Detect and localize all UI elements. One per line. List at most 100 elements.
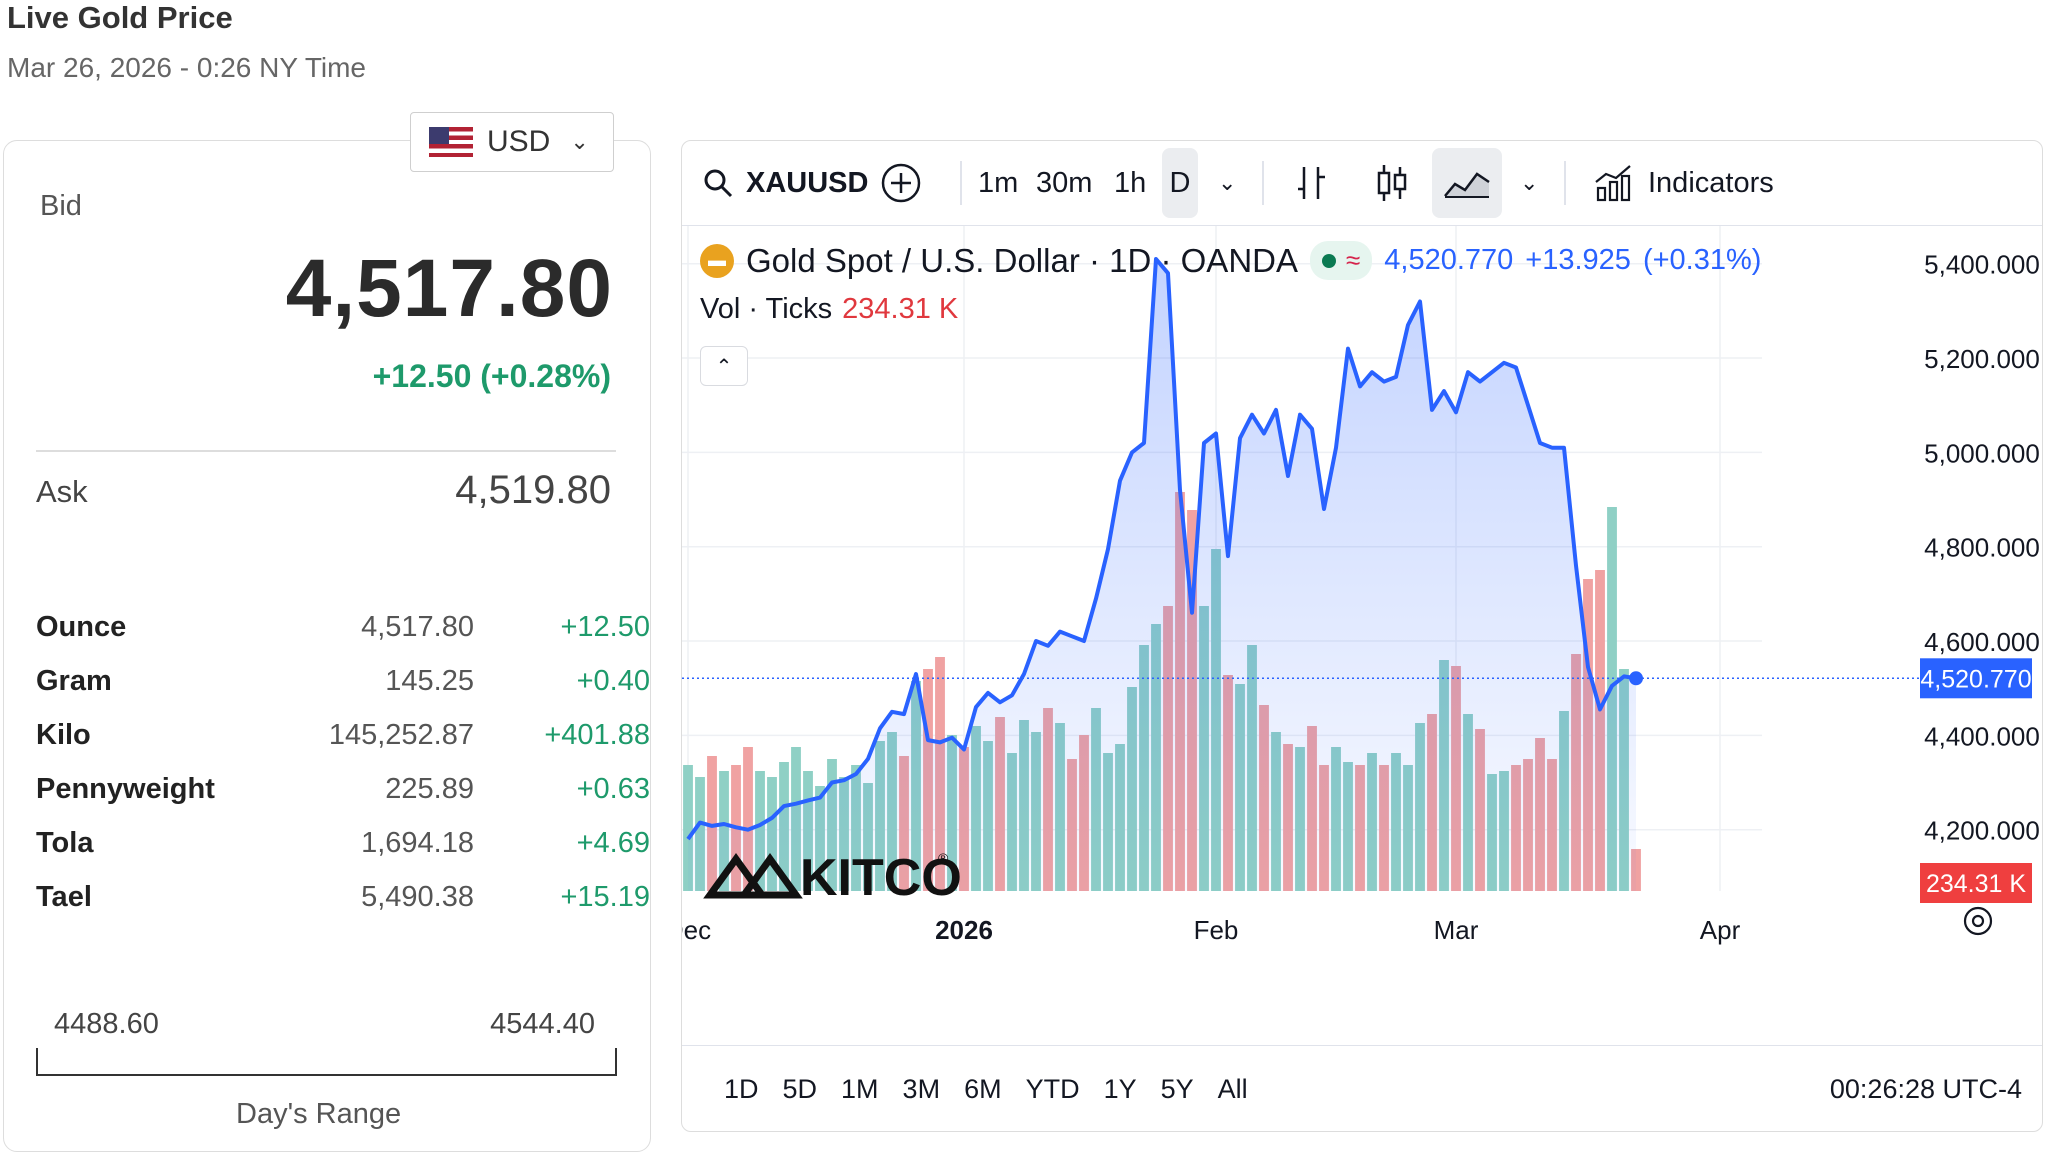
settings-icon-ring: [1963, 906, 1993, 936]
table-row: Pennyweight 225.89 +0.63: [36, 762, 650, 816]
currency-label: USD: [487, 125, 551, 158]
range-ytd[interactable]: YTD: [1025, 1073, 1080, 1104]
table-row: Gram 145.25 +0.40: [36, 654, 650, 708]
y-tick-label: 4,800.000: [1924, 533, 2040, 563]
day-range-bar: [36, 1048, 617, 1076]
unit-price: 225.89: [385, 772, 474, 805]
bid-label: Bid: [40, 190, 82, 222]
range-all[interactable]: All: [1217, 1073, 1248, 1104]
x-tick-label: Mar: [1434, 915, 1479, 945]
unit-change: +15.19: [560, 880, 650, 913]
indicators-icon: [1595, 165, 1631, 202]
us-flag-icon: [429, 127, 473, 157]
quote-panel: [3, 140, 651, 1152]
unit-name: Pennyweight: [36, 772, 215, 805]
bars-icon: [1298, 167, 1325, 199]
volume-legend: Vol · Ticks 234.31 K: [700, 293, 958, 326]
svg-text:®: ®: [938, 850, 949, 866]
interval-30m[interactable]: 30m: [1036, 166, 1093, 199]
units-table: Ounce 4,517.80 +12.50 Gram 145.25 +0.40 …: [36, 600, 650, 924]
range-3m[interactable]: 3M: [902, 1073, 941, 1104]
last-price-tag-label: 4,520.770: [1920, 665, 2031, 693]
price-line: [686, 257, 1637, 841]
settings-icon: [1963, 906, 1993, 936]
day-range-high: 4544.40: [490, 1008, 595, 1040]
chart-legend: ▬ Gold Spot / U.S. Dollar · 1D · OANDA ≈…: [700, 241, 1761, 280]
symbol-search[interactable]: XAUUSD: [702, 141, 868, 225]
table-row: Ounce 4,517.80 +12.50: [36, 600, 650, 654]
last-volume-tag: [1920, 863, 2032, 903]
y-tick-label: 4,400.000: [1924, 721, 2040, 751]
range-5y[interactable]: 5Y: [1160, 1073, 1194, 1104]
last-price-dot: [1629, 671, 1643, 686]
bar-style-button[interactable]: [1294, 141, 1330, 225]
unit-name: Tola: [36, 826, 94, 859]
range-buttons: 1D 5D 1M 3M 6M YTD 1Y 5Y All: [712, 1046, 1260, 1131]
unit-name: Kilo: [36, 718, 91, 751]
table-row: Kilo 145,252.87 +401.88: [36, 708, 650, 762]
y-tick-label: 4,200.000: [1924, 816, 2040, 846]
range-1m[interactable]: 1M: [841, 1073, 879, 1104]
volume-bar: [743, 747, 753, 891]
y-tick-label: 5,200.000: [1924, 344, 2040, 374]
range-6m[interactable]: 6M: [964, 1073, 1002, 1104]
separator: [960, 161, 962, 205]
add-circle-icon: [881, 163, 921, 203]
y-tick-label: 5,000.000: [1924, 438, 2040, 468]
bid-price: 4,517.80: [285, 243, 613, 334]
kitco-wordmark: KITCO: [800, 849, 962, 907]
ask-price: 4,519.80: [455, 468, 611, 512]
range-5d[interactable]: 5D: [782, 1073, 818, 1104]
range-1d[interactable]: 1D: [724, 1073, 759, 1104]
indicators-button[interactable]: Indicators: [1594, 141, 1774, 225]
x-tick-label: Dec: [682, 915, 711, 945]
volume-legend-value: 234.31 K: [842, 293, 959, 325]
legend-change: +13.925: [1525, 244, 1631, 276]
unit-price: 1,694.18: [361, 826, 474, 859]
unit-change: +401.88: [544, 718, 650, 751]
unit-change: +0.63: [576, 772, 650, 805]
last-price-tag: [1920, 658, 2032, 699]
volume-bar: [707, 756, 717, 891]
y-tick-label: 5,400.000: [1924, 250, 2040, 280]
chart-widget: XAUUSD 1m 30m 1h D ⌄ ⌄ Indicators: [681, 140, 2043, 1132]
volume-legend-label: Vol · Ticks: [700, 293, 833, 325]
chart-clock[interactable]: 00:26:28 UTC-4: [1829, 1073, 2022, 1104]
interval-d[interactable]: D: [1162, 148, 1198, 218]
collapse-legend-button[interactable]: ⌃: [700, 346, 748, 386]
settings-icon-hub: [1971, 914, 1985, 928]
price-area: [686, 257, 1643, 891]
market-status-badge[interactable]: ≈: [1310, 241, 1373, 280]
style-dropdown-chevron-icon[interactable]: ⌄: [1520, 170, 1539, 195]
compare-button[interactable]: [880, 141, 922, 225]
day-range-low: 4488.60: [54, 1008, 159, 1040]
interval-1h[interactable]: 1h: [1114, 166, 1147, 199]
candles-style-button[interactable]: [1374, 141, 1410, 225]
interval-dropdown-chevron-icon[interactable]: ⌄: [1218, 170, 1237, 195]
unit-price: 145.25: [385, 664, 474, 697]
ask-label: Ask: [36, 474, 88, 509]
interval-1m[interactable]: 1m: [978, 166, 1019, 199]
separator: [1564, 161, 1566, 205]
chevron-down-icon: ⌄: [570, 129, 589, 154]
gold-bars-icon: ▬: [700, 243, 734, 278]
x-tick-label: Feb: [1194, 915, 1239, 945]
area-style-button[interactable]: [1432, 148, 1502, 218]
area-chart-icon: [1444, 172, 1490, 198]
y-tick-label: 4,600.000: [1924, 627, 2040, 657]
unit-change: +0.40: [576, 664, 650, 697]
unit-name: Tael: [36, 880, 92, 913]
market-open-icon: [1322, 253, 1336, 268]
unit-change: +4.69: [576, 826, 650, 859]
x-tick-label: Apr: [1700, 915, 1741, 945]
page-title: Live Gold Price: [7, 0, 233, 35]
volume-bar: [683, 765, 693, 891]
unit-name: Ounce: [36, 610, 127, 643]
delayed-data-icon: ≈: [1346, 245, 1361, 275]
table-row: Tola 1,694.18 +4.69: [36, 816, 650, 870]
search-icon: [704, 169, 733, 198]
legend-last-price: 4,520.770: [1384, 244, 1514, 276]
currency-select[interactable]: USD ⌄: [410, 112, 614, 172]
range-1y[interactable]: 1Y: [1103, 1073, 1137, 1104]
price-chart[interactable]: 4,200.000 4,400.000 4,600.000 4,800.000 5,00…: [682, 141, 2042, 1045]
